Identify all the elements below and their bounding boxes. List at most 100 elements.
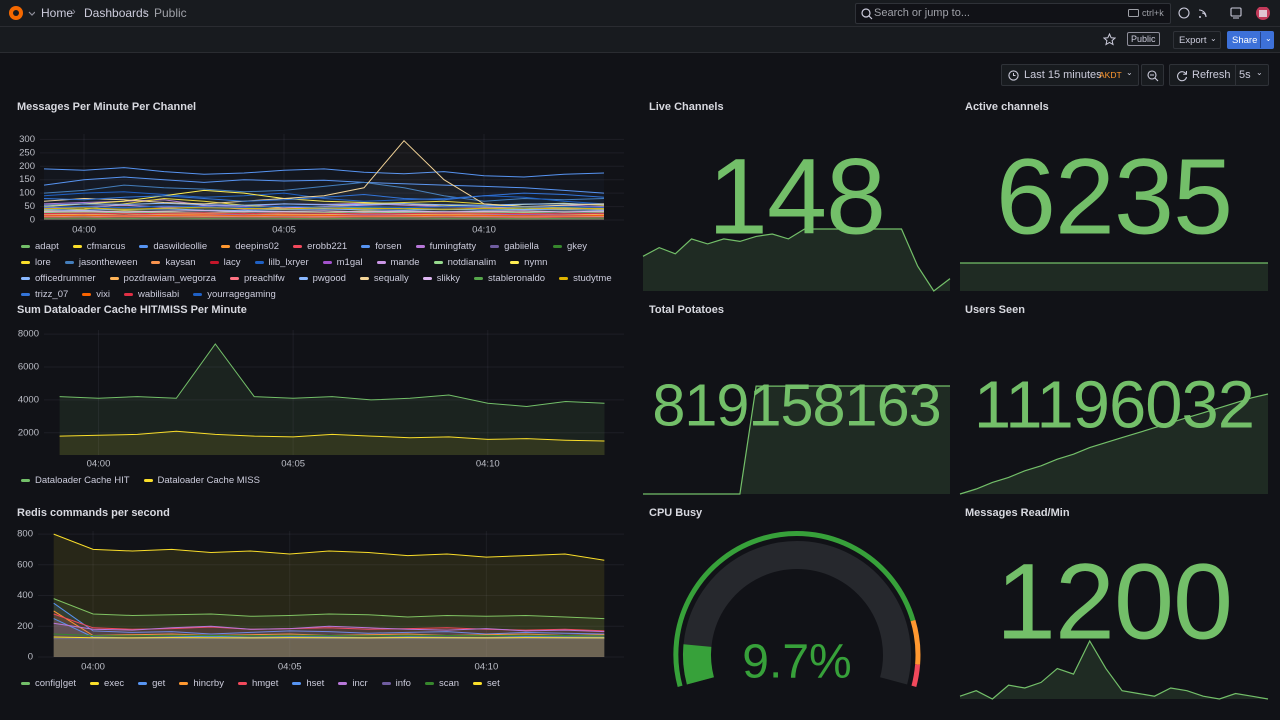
legend-swatch	[221, 244, 231, 248]
legend-swatch	[64, 260, 74, 264]
legend-item[interactable]: scan	[421, 677, 459, 689]
legend-swatch	[474, 276, 484, 280]
panel-title: Sum Dataloader Cache HIT/MISS Per Minute	[17, 304, 247, 316]
legend-item[interactable]: pozdrawiam_wegorza	[106, 272, 216, 284]
legend-item[interactable]: trizz_07	[17, 288, 68, 300]
legend-swatch	[415, 244, 425, 248]
legend-label: erobb221	[307, 240, 348, 252]
legend-item[interactable]: incr	[334, 677, 368, 689]
legend-item[interactable]: forsen	[357, 240, 402, 252]
legend-item[interactable]: gkey	[549, 240, 587, 252]
search-placeholder: Search or jump to...	[874, 7, 970, 19]
legend-item[interactable]: slikky	[419, 272, 460, 284]
sparkline-area	[643, 386, 950, 494]
series-line	[59, 430, 605, 442]
legend-label: sequally	[373, 272, 409, 284]
legend-swatch	[72, 244, 82, 248]
legend-label: deepins02	[235, 240, 280, 252]
legend-item[interactable]: notdianalim	[430, 256, 496, 268]
legend-swatch	[151, 260, 161, 264]
breadcrumb-separator: ›	[72, 6, 76, 18]
legend-item[interactable]: daswildeollie	[135, 240, 207, 252]
share-button[interactable]: Share ⌄	[1227, 31, 1274, 49]
legend-item[interactable]: set	[469, 677, 500, 689]
legend-item[interactable]: cfmarcus	[69, 240, 125, 252]
sparkline-area	[960, 641, 1268, 699]
export-button[interactable]: Export ⌄	[1173, 31, 1221, 49]
legend-item[interactable]: hincrby	[175, 677, 224, 689]
stat-value: 6235	[996, 136, 1232, 257]
stat-value: 11196032	[974, 368, 1254, 443]
legend-item[interactable]: lilb_lxryer	[251, 256, 309, 268]
legend-item[interactable]: pwgood	[295, 272, 346, 284]
legend-item[interactable]: adapt	[17, 240, 59, 252]
legend-label: vixi	[96, 288, 110, 300]
legend-item[interactable]: preachlfw	[226, 272, 285, 284]
legend-item[interactable]: lore	[17, 256, 51, 268]
x-tick-label: 04:00	[72, 225, 96, 236]
y-tick-label: 0	[30, 215, 35, 226]
grafana-logo[interactable]	[7, 4, 35, 22]
legend-item[interactable]: lacy	[206, 256, 241, 268]
legend-swatch	[21, 681, 30, 685]
series-line	[43, 202, 605, 206]
legend-item[interactable]: wabilisabi	[120, 288, 179, 300]
zoom-out-button[interactable]	[1141, 64, 1164, 86]
y-tick-label: 600	[17, 559, 33, 570]
legend-item[interactable]: nymn	[506, 256, 547, 268]
legend-item[interactable]: studytme	[555, 272, 612, 284]
legend-item[interactable]: m1gal	[319, 256, 363, 268]
legend-item[interactable]: mande	[373, 256, 420, 268]
legend-item[interactable]: kaysan	[147, 256, 196, 268]
plot-area	[53, 533, 605, 657]
legend-item[interactable]: get	[134, 677, 165, 689]
series-line	[59, 343, 605, 408]
legend-item[interactable]: sequally	[356, 272, 409, 284]
legend-item[interactable]: erobb221	[289, 240, 347, 252]
divider	[1235, 65, 1236, 85]
x-tick-label: 04:10	[472, 225, 496, 236]
legend-item[interactable]: info	[378, 677, 411, 689]
series-area	[44, 206, 604, 220]
chevron[interactable]: ⌄	[1265, 34, 1272, 43]
legend-item[interactable]: officedrummer	[17, 272, 96, 284]
legend-item[interactable]: vixi	[78, 288, 110, 300]
legend-label: hset	[306, 677, 325, 689]
panel-title: Redis commands per second	[17, 507, 170, 519]
series-line	[43, 214, 605, 217]
legend-item[interactable]: deepins02	[217, 240, 279, 252]
legend-item[interactable]: hset	[288, 677, 324, 689]
x-tick-label: 04:10	[474, 662, 498, 673]
time-range-picker[interactable]: Last 15 minutes AKDT ⌄	[1001, 64, 1139, 86]
nav-icons[interactable]	[1178, 7, 1270, 21]
legend-label: mande	[390, 256, 420, 268]
breadcrumb[interactable]: Home	[41, 6, 74, 20]
y-tick-label: 100	[19, 188, 35, 199]
refresh-picker[interactable]: Refresh 5s ⌄	[1169, 64, 1269, 86]
legend-swatch	[359, 276, 369, 280]
x-tick-label: 04:05	[272, 225, 296, 236]
legend-item[interactable]: exec	[86, 677, 124, 689]
legend-item[interactable]: hmget	[234, 677, 278, 689]
plot-area	[43, 139, 605, 220]
star-icon[interactable]	[1103, 33, 1116, 46]
series-line	[43, 189, 605, 208]
legend-label: fumingfatty	[429, 240, 477, 252]
legend-item[interactable]: config|get	[17, 677, 76, 689]
legend-label: gabiiella	[504, 240, 539, 252]
legend-item[interactable]: stableronaldo	[470, 272, 545, 284]
legend-item[interactable]: Dataloader Cache MISS	[140, 474, 260, 486]
search-box[interactable]: Search or jump to... ctrl+k	[855, 3, 1171, 24]
legend-item[interactable]: gabiiella	[486, 240, 539, 252]
series-area	[53, 610, 605, 657]
legend-item[interactable]: jasontheween	[61, 256, 137, 268]
legend-item[interactable]: Dataloader Cache HIT	[17, 474, 130, 486]
breadcrumb[interactable]: Dashboards	[84, 6, 149, 20]
y-tick-label: 8000	[18, 329, 39, 340]
legend-swatch	[510, 260, 520, 264]
legend-item[interactable]: yourragegaming	[189, 288, 276, 300]
legend-label: m1gal	[336, 256, 363, 268]
legend-label: adapt	[35, 240, 59, 252]
threshold-band	[673, 531, 916, 687]
legend-item[interactable]: fumingfatty	[412, 240, 476, 252]
